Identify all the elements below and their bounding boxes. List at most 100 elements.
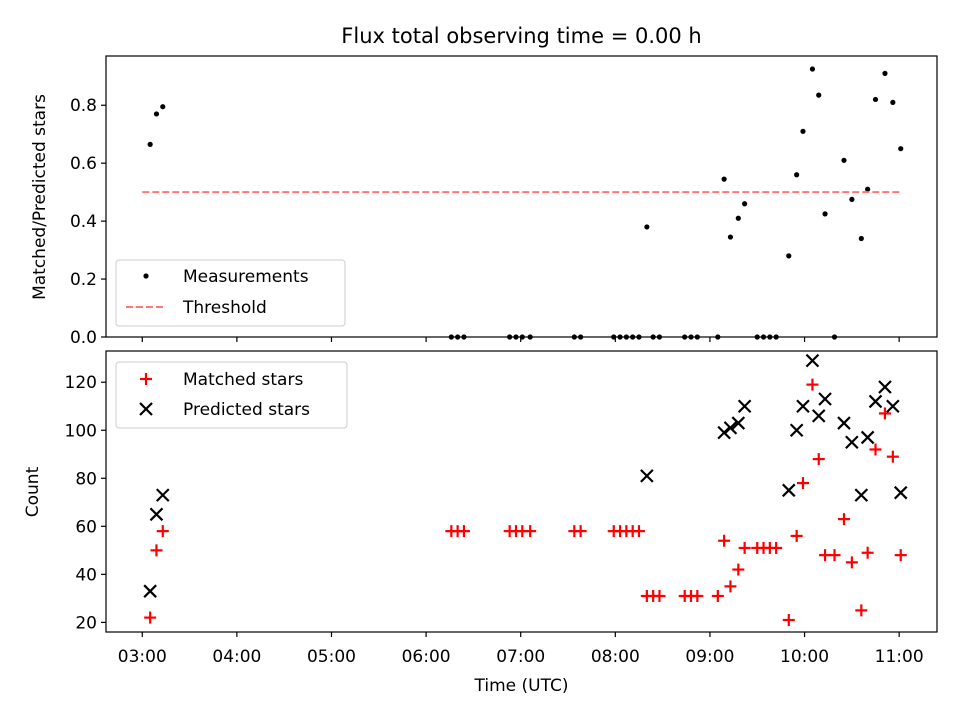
x-tick-label: 07:00 (496, 647, 545, 667)
predicted-stars-point (796, 399, 810, 414)
x-tick-label: 10:00 (780, 647, 829, 667)
matched-stars-point (886, 450, 899, 463)
measurement-point (822, 211, 828, 217)
predicted-stars-point (854, 488, 869, 502)
matched-stars-point (718, 534, 731, 547)
measurement-point (872, 96, 879, 103)
measurement-point (644, 224, 650, 230)
y-tick-label: 20 (75, 613, 97, 633)
legend-threshold-label: Threshold (182, 298, 267, 318)
matched-stars-point (894, 549, 907, 562)
measurement-point (735, 215, 741, 221)
measurement-point (794, 172, 800, 178)
count-legend: Matched stars Predicted stars (115, 361, 348, 429)
x-tick-label: 08:00 (591, 647, 640, 667)
predicted-stars-point (837, 416, 851, 430)
measurement-point (800, 128, 806, 134)
matched-stars-point (150, 544, 163, 557)
matched-stars-point (457, 525, 470, 538)
matched-stars-point (524, 525, 537, 538)
predicted-stars-point (789, 423, 804, 438)
matched-stars-point (782, 613, 795, 626)
matched-stars-point (878, 407, 891, 420)
ratio-y-axis: 0.0 0.2 0.4 0.6 0.8 (70, 96, 106, 348)
y-tick-label: 0.6 (70, 154, 97, 174)
legend-predicted-label: Predicted stars (183, 400, 310, 420)
x-tick-label: 09:00 (685, 647, 734, 667)
matched-stars-point (806, 378, 819, 391)
predicted-stars-point (878, 380, 892, 394)
measurement-point (849, 196, 855, 202)
matched-stars-point (574, 525, 587, 538)
x-tick-label: 03:00 (118, 647, 167, 667)
count-legend-box (115, 361, 348, 429)
ratio-panel-frame (105, 55, 938, 338)
matched-stars-point (144, 611, 157, 624)
ratio-legend: Measurements Threshold (115, 259, 346, 327)
ratio-legend-box (115, 259, 346, 327)
predicted-stars-point (860, 430, 875, 445)
matched-stars-point (653, 589, 666, 602)
matched-stars-point (691, 589, 704, 602)
y-tick-label: 40 (75, 565, 97, 585)
predicted-stars-point (818, 392, 832, 406)
measurement-point (786, 253, 792, 259)
measurement-point (865, 186, 871, 192)
predicted-stars-point (868, 394, 883, 409)
predicted-stars-point (886, 399, 900, 414)
y-tick-label: 0.4 (70, 212, 97, 232)
predicted-stars-point (781, 483, 796, 498)
matched-stars-point (855, 604, 868, 617)
predicted-stars-point (155, 488, 170, 502)
predicted-stars-point (731, 416, 746, 430)
matched-stars-point (828, 549, 841, 562)
count-y-axis: 20 40 60 80 100 120 (65, 373, 106, 633)
measurement-point (841, 157, 847, 163)
predicted-stars-point (845, 435, 859, 450)
count-panel-frame (105, 350, 938, 633)
predicted-stars-point (737, 399, 752, 414)
measurement-point (147, 141, 153, 147)
count-panel: 20 40 60 80 100 120 03:00 04:00 05:00 06:00 07:00… (23, 350, 938, 696)
matched-stars-point (724, 580, 737, 593)
measurement-point (890, 99, 896, 105)
x-tick-label: 05:00 (307, 647, 356, 667)
count-marks (143, 353, 908, 626)
measurement-point (882, 70, 888, 76)
measurement-point (160, 104, 166, 110)
y-tick-label: 80 (75, 469, 97, 489)
matched-stars-point (632, 525, 645, 538)
matched-stars-point (711, 589, 724, 602)
y-tick-label: 0.2 (70, 270, 97, 290)
ratio-y-axis-label: Matched/Predicted stars (30, 94, 50, 300)
measurement-point (742, 201, 748, 207)
legend-measurements-marker (143, 273, 149, 279)
y-tick-label: 0.8 (70, 96, 97, 116)
matched-stars-point (837, 513, 850, 526)
legend-measurements-label: Measurements (183, 267, 309, 287)
measurement-point (898, 146, 904, 152)
ratio-panel: 0.00.20.40.60.8 Matched/Predicted stars … (30, 55, 938, 348)
x-tick-label: 11:00 (875, 647, 924, 667)
matched-stars-point (845, 556, 858, 569)
predicted-stars-point (149, 507, 164, 522)
ratio-marks (142, 66, 904, 340)
x-axis-label: Time (UTC) (474, 676, 569, 696)
matched-stars-point (732, 563, 745, 576)
matched-stars-point (869, 443, 882, 456)
measurement-point (809, 66, 816, 72)
predicted-stars-point (811, 409, 826, 423)
matched-stars-point (770, 541, 783, 554)
measurement-point (721, 176, 727, 182)
predicted-stars-point (143, 584, 157, 598)
legend-matched-label: Matched stars (183, 370, 303, 390)
matched-stars-point (812, 453, 825, 466)
ratio-x-axis (141, 337, 900, 342)
count-y-axis-label: Count (23, 466, 43, 517)
measurement-point (858, 235, 864, 242)
matched-stars-point (796, 477, 809, 490)
matched-stars-point (738, 541, 751, 554)
chart-title: Flux total observing time = 0.00 h (341, 24, 701, 48)
matched-stars-point (156, 525, 169, 538)
